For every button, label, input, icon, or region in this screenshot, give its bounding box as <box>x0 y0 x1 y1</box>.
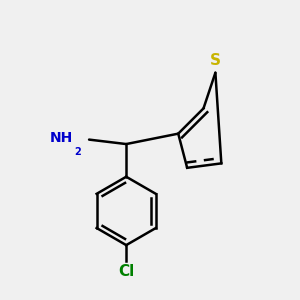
Text: S: S <box>210 53 221 68</box>
Text: Cl: Cl <box>118 264 134 279</box>
Text: NH: NH <box>50 131 73 145</box>
Text: 2: 2 <box>74 147 81 157</box>
